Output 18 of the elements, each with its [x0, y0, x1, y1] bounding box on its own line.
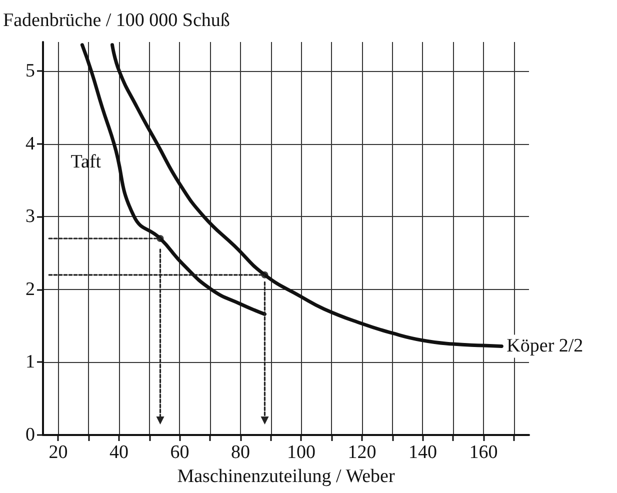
x-tick-label: 160	[469, 442, 498, 463]
x-tick-label: 80	[230, 442, 250, 463]
y-axis-title: Fadenbrüche / 100 000 Schuß	[3, 10, 230, 31]
x-tick-label: 60	[170, 442, 190, 463]
series-label: Köper 2/2	[506, 336, 584, 357]
x-tick-label: 20	[48, 442, 68, 463]
y-tick-label: 1	[26, 352, 35, 373]
x-axis-title: Maschinenzuteilung / Weber	[177, 466, 396, 487]
line-series	[110, 43, 504, 348]
y-tick-label: 5	[26, 60, 35, 82]
y-tick-label: 3	[26, 206, 35, 228]
x-tick-label: 40	[109, 442, 128, 463]
x-tick-label: 140	[408, 442, 437, 463]
x-tick-label: 100	[286, 442, 316, 463]
y-tick-label: 4	[26, 133, 36, 154]
x-tick-label: 120	[348, 442, 376, 463]
y-tick-label: 0	[26, 424, 35, 446]
y-tick-label: 2	[26, 278, 35, 300]
